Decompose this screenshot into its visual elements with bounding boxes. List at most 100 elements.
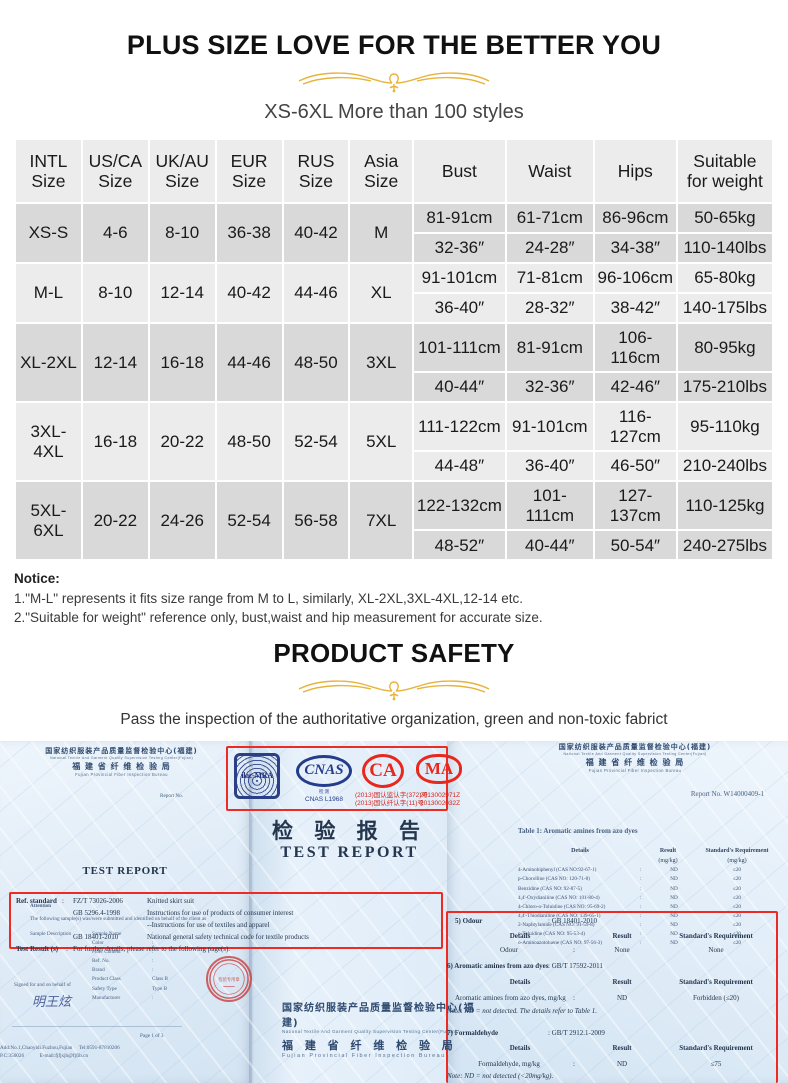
section-7-col-requirement: Standard's Requirement <box>679 1043 753 1052</box>
header-line1: INTL <box>29 150 68 171</box>
section-7-note: Note: ND = not detected (<20mg/kg). <box>447 1071 554 1080</box>
test-results-redbox <box>446 910 778 1083</box>
cell-hips-in: 34-38″ <box>594 234 676 262</box>
cell-uk-au-size: 8-10 <box>149 204 215 262</box>
amines-row: o-Toluidine (CAS NO: 95-53-4): ND ≤20 <box>518 930 780 939</box>
cell-asia-size: 5XL <box>350 403 412 481</box>
field-ref-no: Ref. No. <box>92 958 110 965</box>
amines-row: p-Chorolline (CAS NO: 120-71-8): ND ≤20 <box>518 875 780 884</box>
col-header-asia-size: Asia Size <box>350 140 412 202</box>
sample-fields-list: Sample Name Color Fiber Content Ref. No.… <box>92 930 121 1003</box>
ma-label: MA <box>424 758 454 778</box>
size-chart-table: INTL Size US/CA Size UK/AU Size EUR Size… <box>14 138 774 561</box>
section-7-colon: : <box>573 1059 575 1068</box>
page-title: PLUS SIZE LOVE FOR THE BETTER YOU <box>126 30 662 60</box>
standard-desc-2: --Instructions for use of textiles and a… <box>147 920 270 929</box>
section-6-detail-name: Aromatic amines from azo dyes, mg/kg <box>455 993 566 1002</box>
section-5-col-result: Result <box>612 931 632 940</box>
bureau-name-en-bottom: Fujian Provincial Fiber Inspection Burea… <box>282 1052 446 1059</box>
cell-weight-kg: 110-125kg <box>677 482 772 530</box>
amine-name: 2-Naphtylamine (CAS NO: 91-59-8) <box>518 921 595 928</box>
cell-asia-size: 3XL <box>350 324 412 402</box>
cell-waist-cm: 61-71cm <box>506 204 593 232</box>
cell-intl-size: 5XL-6XL <box>16 482 81 560</box>
table-row-inches: 44-48″ 36-40″ 46-50″ 210-240lbs <box>16 452 772 481</box>
amine-name: o-Toluidine (CAS NO: 95-53-4) <box>518 931 585 937</box>
cell-bust-in: 36-40″ <box>414 294 505 322</box>
cell-waist-cm: 81-91cm <box>506 324 593 372</box>
field-sample-name: Sample Name <box>92 930 122 937</box>
ma-certification-logo-icon: MA <box>416 753 462 784</box>
red-round-seal: 检验专用章 <box>206 955 252 1002</box>
field-fiber-content: Fiber Content <box>92 949 121 956</box>
cell-weight-kg: 50-65kg <box>677 204 772 232</box>
report-title-cn: 检 验 报 告 <box>272 818 427 843</box>
page-number: Page 1 of 3 <box>140 1032 164 1039</box>
amines-row: 4-Aminobiphenyl (CAS NO:92-67-1): ND ≤20 <box>518 866 780 875</box>
ma-cert-number-2: 2013002032Z <box>420 799 461 807</box>
attention-text: The following sample(s) was/were submitt… <box>30 915 207 922</box>
size-chart-table-wrap: INTL Size US/CA Size UK/AU Size EUR Size… <box>0 138 788 561</box>
amines-units-row: (mg/kg) (mg/kg) <box>518 856 780 866</box>
amines-unit-requirement: (mg/kg) <box>727 858 747 865</box>
amine-req: ≤20 <box>732 867 742 874</box>
cell-rus-size: 52-54 <box>283 403 349 481</box>
section-5-requirement: None <box>708 945 724 954</box>
cell-us-ca-size: 12-14 <box>82 324 148 402</box>
test-result-value: For further details, please refer to the… <box>73 944 231 953</box>
amines-col-result: Result <box>659 847 677 854</box>
amine-result: ND <box>670 903 678 910</box>
cell-bust-in: 48-52″ <box>414 531 505 560</box>
ca-cert-number-1: (2013)国认监认字(372)号 <box>355 791 428 799</box>
handwritten-signature: 明王炫 <box>32 993 72 1009</box>
test-report-certificate-image: 国家纺织服装产品质量监督检验中心(福建) National Textile An… <box>0 740 788 1083</box>
col-header-us-ca-size: US/CA Size <box>82 140 148 202</box>
signed-for-label: Signed for and on behalf of <box>14 981 71 988</box>
table-row: XS-S 4-6 8-10 36-38 40-42 M 81-91cm 61-7… <box>16 204 772 262</box>
col-header-waist: Waist <box>506 140 593 202</box>
section-7-col-result: Result <box>612 1043 632 1052</box>
section-5-colon: : <box>573 945 575 954</box>
section-7-detail-name: Formaldehyde, mg/kg <box>478 1059 540 1068</box>
aromatic-amines-table: Details Result Standard's Requirement (m… <box>518 846 780 948</box>
section-6-note: Note: ND = not detected. The details ref… <box>447 1006 598 1015</box>
amine-result: ND <box>670 867 678 874</box>
ref-standard-label: Ref. standard <box>16 896 57 905</box>
header-line2: Size <box>98 171 133 191</box>
cell-weight-kg: 95-110kg <box>677 403 772 451</box>
cell-hips-cm: 116-127cm <box>594 403 676 451</box>
amines-row: 4,4'-Oxydianiline (CAS NO: 101-80-4): ND ≤… <box>518 894 780 903</box>
value-product-class: Class B <box>152 976 168 983</box>
amine-req: ≤20 <box>732 894 742 901</box>
field-manufacturer: Manufacturer <box>92 994 121 1001</box>
cell-eur-size: 44-46 <box>216 324 282 402</box>
cell-bust-cm: 91-101cm <box>414 264 505 292</box>
col-header-eur-size: EUR Size <box>216 140 282 202</box>
table-row-inches: 48-52″ 40-44″ 50-54″ 240-275lbs <box>16 531 772 560</box>
cell-weight-kg: 65-80kg <box>677 264 772 292</box>
seal-icon: 检验专用章 <box>209 959 249 999</box>
amine-name: 4-Aminobiphenyl (CAS NO:92-67-1) <box>518 867 597 874</box>
section-6-standard: : GB/T 17592-2011 <box>548 961 603 970</box>
cell-hips-in: 38-42″ <box>594 294 676 322</box>
cell-weight-lbs: 175-210lbs <box>677 373 772 402</box>
section-6-title: 6) Aromatic amines from azo dyes <box>447 961 549 970</box>
section-7-standard: : GB/T 2912.1-2009 <box>548 1028 605 1037</box>
field-color: Color <box>92 940 104 947</box>
cell-uk-au-size: 12-14 <box>149 264 215 322</box>
section-6-col-details: Details <box>509 977 531 986</box>
ilac-mra-label: ilac-MRA <box>241 771 273 781</box>
cell-eur-size: 48-50 <box>216 403 282 481</box>
ca-cert-number-2: (2013)国认纤认字(11)号 <box>355 799 424 807</box>
header-line1: EUR <box>230 150 268 171</box>
org-name-en-bottom: National Textile And Garment Quality Sup… <box>282 1028 458 1034</box>
cell-weight-lbs: 110-140lbs <box>677 234 772 262</box>
amine-result: ND <box>670 876 678 883</box>
section-6-col-requirement: Standard's Requirement <box>679 977 753 986</box>
amine-result: ND <box>670 931 678 937</box>
cell-rus-size: 56-58 <box>283 482 349 560</box>
certificate-gutter <box>249 740 255 1083</box>
table1-caption: Table 1: Aromatic amines from azo dyes <box>518 826 638 835</box>
section-7-data-row: Formaldehyde, mg/kg : ND ≤75 <box>455 1059 773 1071</box>
section-6-result: ND <box>616 993 628 1002</box>
